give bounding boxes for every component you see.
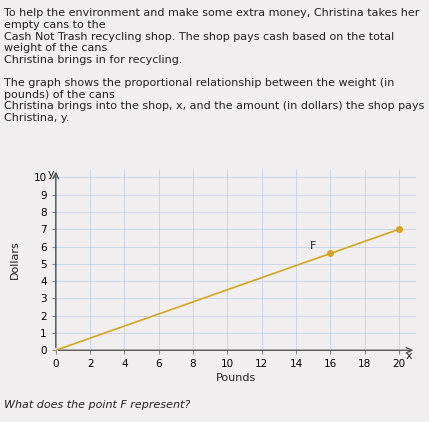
Text: x: x [405, 351, 412, 361]
Text: What does the point F represent?: What does the point F represent? [4, 400, 190, 410]
X-axis label: Pounds: Pounds [216, 373, 256, 384]
Y-axis label: Dollars: Dollars [10, 240, 20, 279]
Text: F: F [310, 241, 316, 251]
Text: To help the environment and make some extra money, Christina takes her empty can: To help the environment and make some ex… [4, 8, 425, 123]
Text: y: y [47, 169, 54, 179]
